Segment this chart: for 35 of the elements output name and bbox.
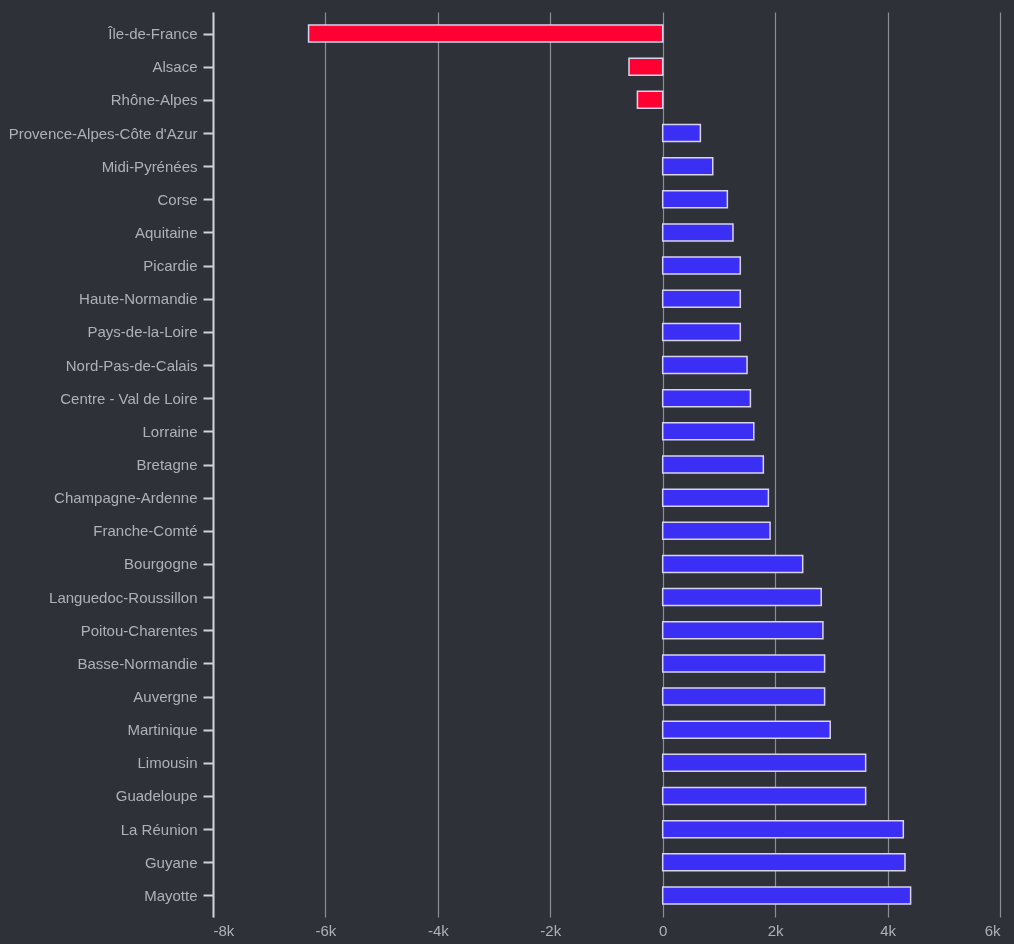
y-tick-label: Pays-de-la-Loire (87, 323, 198, 341)
y-tick-label: Auvergne (133, 688, 198, 706)
y-tick-label: Champagne-Ardenne (54, 489, 198, 507)
y-tick-label: Île-de-France (107, 25, 198, 43)
y-tick-label: Mayotte (144, 886, 198, 904)
y-tick-label: Languedoc-Roussillon (49, 588, 198, 606)
y-tick-label: Centre - Val de Loire (60, 389, 198, 407)
y-tick-label: La Réunion (120, 820, 198, 838)
y-tick-label: Basse-Normandie (77, 654, 198, 672)
x-tick-label: -6k (315, 921, 337, 939)
x-tick-label: 4k (880, 921, 897, 939)
x-tick-label: 2k (767, 921, 785, 939)
y-tick-label: Midi-Pyrénées (101, 157, 198, 175)
x-tick-label: 0 (659, 921, 668, 939)
y-tick-label: Bourgogne (124, 555, 198, 573)
y-tick-label: Corse (157, 190, 198, 208)
y-tick-label: Provence-Alpes-Côte d'Azur (8, 124, 198, 142)
x-tick-label: -8k (213, 921, 235, 939)
y-tick-label: Nord-Pas-de-Calais (65, 356, 198, 374)
x-tick-label: -4k (427, 921, 450, 939)
y-tick-label: Lorraine (142, 422, 198, 440)
y-tick-label: Limousin (137, 754, 198, 772)
y-tick-label: Rhône-Alpes (110, 91, 198, 109)
y-tick-label: Haute-Normandie (79, 290, 198, 308)
y-tick-label: Guyane (144, 853, 198, 871)
x-tick-label: 6k (984, 921, 1001, 939)
y-tick-label: Picardie (143, 257, 198, 275)
y-tick-label: Poitou-Charentes (80, 621, 198, 639)
y-tick-label: Martinique (127, 721, 198, 739)
y-tick-label: Aquitaine (134, 223, 198, 241)
y-tick-label: Alsace (152, 58, 198, 76)
y-tick-label: Guadeloupe (115, 787, 198, 805)
y-tick-label: Bretagne (136, 456, 198, 473)
x-tick-label: -2k (540, 921, 562, 939)
y-tick-label: Franche-Comté (93, 522, 198, 540)
